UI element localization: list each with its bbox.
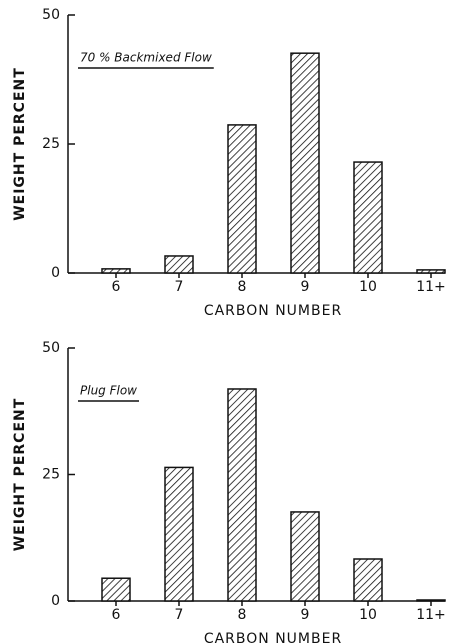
y-tick-label: 50 xyxy=(42,340,60,356)
bar xyxy=(227,124,257,274)
y-tick-label: 50 xyxy=(42,7,60,23)
y-tick-label: 25 xyxy=(42,467,60,483)
x-tick-label: 10 xyxy=(359,279,377,295)
x-tick-label: 9 xyxy=(301,607,310,623)
bar xyxy=(416,269,446,274)
x-tick-label: 9 xyxy=(301,279,310,295)
bar xyxy=(227,388,257,602)
bar xyxy=(416,599,446,602)
x-tick-label: 8 xyxy=(238,279,247,295)
bar xyxy=(290,52,320,274)
x-tick-label: 11+ xyxy=(416,607,446,623)
x-tick-label: 8 xyxy=(238,607,247,623)
x-axis-label: CARBON NUMBER xyxy=(204,303,342,319)
annotation: Plug Flow xyxy=(80,384,137,398)
x-tick-label: 7 xyxy=(175,607,184,623)
y-tick-label: 25 xyxy=(42,136,60,152)
y-tick-label: 0 xyxy=(51,265,60,281)
y-axis-label: WEIGHT PERCENT xyxy=(12,67,28,221)
x-tick-label: 6 xyxy=(112,607,121,623)
bar xyxy=(164,466,194,602)
x-axis-label: CARBON NUMBER xyxy=(204,631,342,644)
x-tick-label: 6 xyxy=(112,279,121,295)
x-tick-label: 7 xyxy=(175,279,184,295)
bar xyxy=(101,268,131,274)
bar xyxy=(353,161,383,274)
bar xyxy=(353,558,383,602)
y-tick-label: 0 xyxy=(51,593,60,609)
bar xyxy=(290,511,320,602)
bar xyxy=(101,577,131,602)
annotation: 70 % Backmixed Flow xyxy=(80,51,212,65)
x-tick-label: 10 xyxy=(359,607,377,623)
y-axis-label: WEIGHT PERCENT xyxy=(12,398,28,552)
x-tick-label: 11+ xyxy=(416,279,446,295)
bar xyxy=(164,255,194,274)
